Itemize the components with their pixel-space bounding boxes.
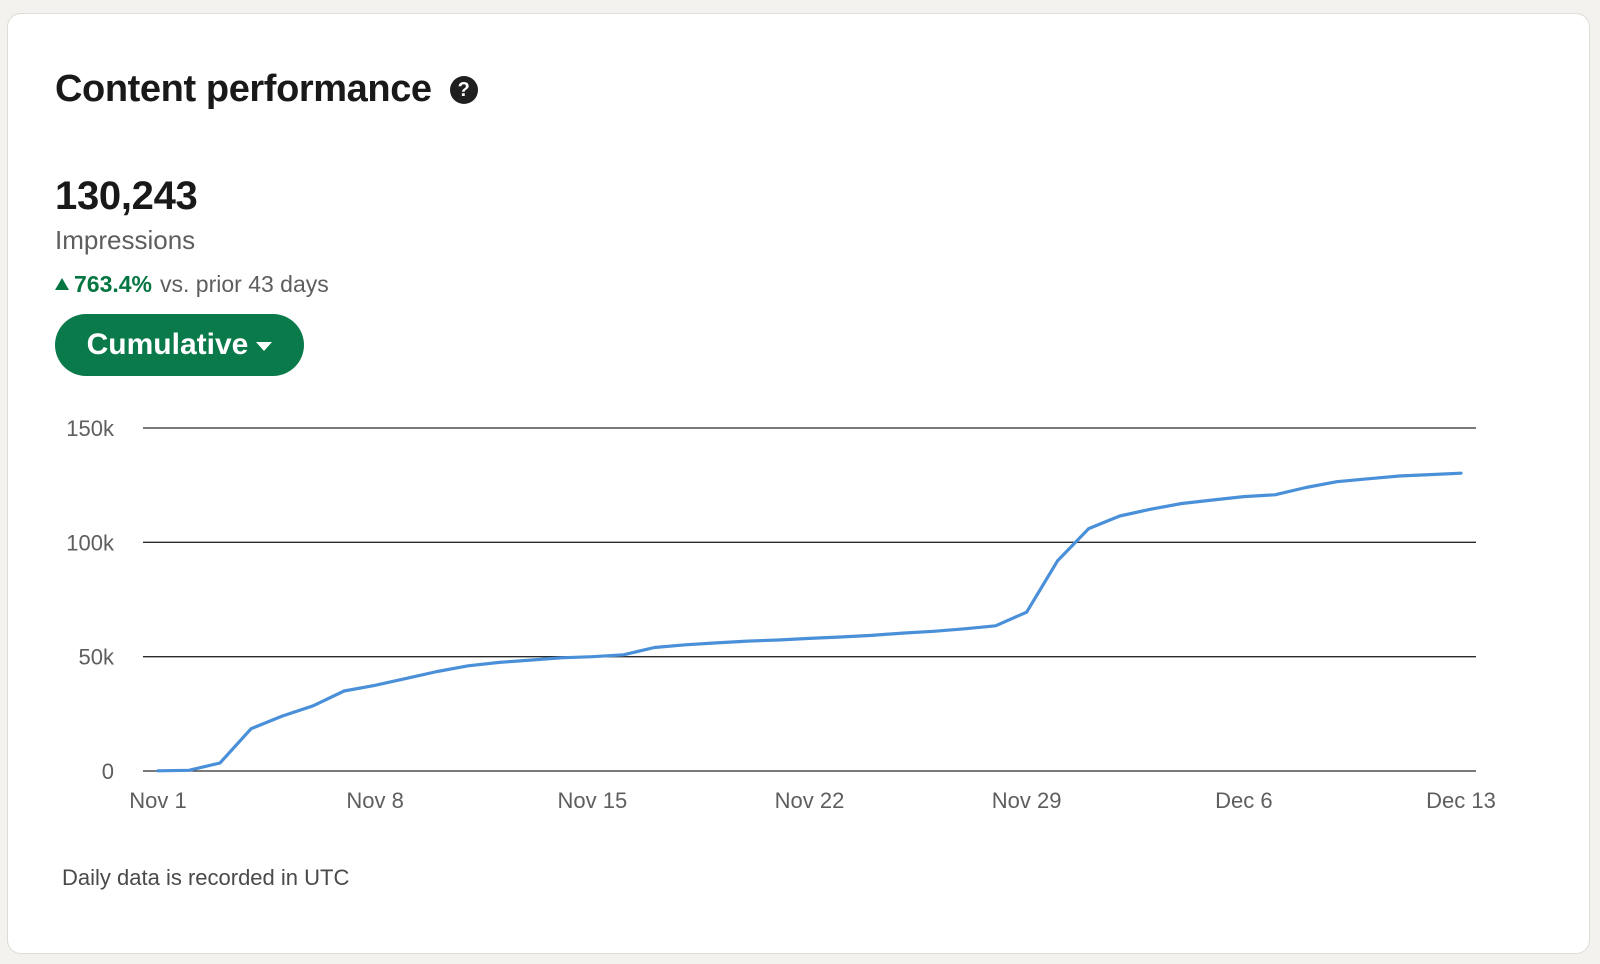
x-tick-label: Nov 29: [992, 788, 1062, 813]
x-tick-label: Dec 6: [1215, 788, 1272, 813]
change-row: 763.4% vs. prior 43 days: [55, 271, 329, 298]
change-percent: 763.4%: [74, 271, 153, 297]
page-title: Content performance: [55, 68, 432, 110]
caret-down-icon: [256, 341, 273, 351]
y-tick-label: 0: [102, 759, 114, 784]
content-performance-card: Content performance ? 130,243 Impression…: [7, 13, 1590, 954]
impressions-series-line: [156, 471, 1463, 773]
y-tick-label: 50k: [79, 645, 115, 670]
question-circle-icon[interactable]: ?: [449, 75, 478, 104]
impressions-chart: 0 50k 100k 150k Nov 1 Nov 8 Nov 15 Nov 22 Nov 29…: [8, 14, 1591, 955]
change-comparison-text: vs. prior 43 days: [160, 271, 329, 297]
y-tick-label: 150k: [66, 416, 115, 441]
footnote: Daily data is recorded in UTC: [62, 865, 350, 890]
dropdown-label: Cumulative: [86, 328, 249, 361]
impressions-label: Impressions: [55, 225, 196, 255]
triangle-up-icon: [55, 277, 69, 290]
cumulative-dropdown-button[interactable]: Cumulative: [55, 314, 304, 376]
x-tick-label: Nov 15: [557, 788, 627, 813]
chart-svg: 0 50k 100k 150k Nov 1 Nov 8 Nov 15 Nov 22 Nov 29…: [66, 416, 1496, 813]
x-tick-label: Nov 22: [775, 788, 845, 813]
title-row: Content performance ?: [55, 68, 478, 111]
x-tick-label: Nov 1: [129, 788, 186, 813]
y-tick-label: 100k: [66, 530, 115, 555]
x-tick-label: Dec 13: [1426, 788, 1496, 813]
impressions-value: 130,243: [55, 174, 198, 218]
x-tick-label: Nov 8: [346, 788, 403, 813]
